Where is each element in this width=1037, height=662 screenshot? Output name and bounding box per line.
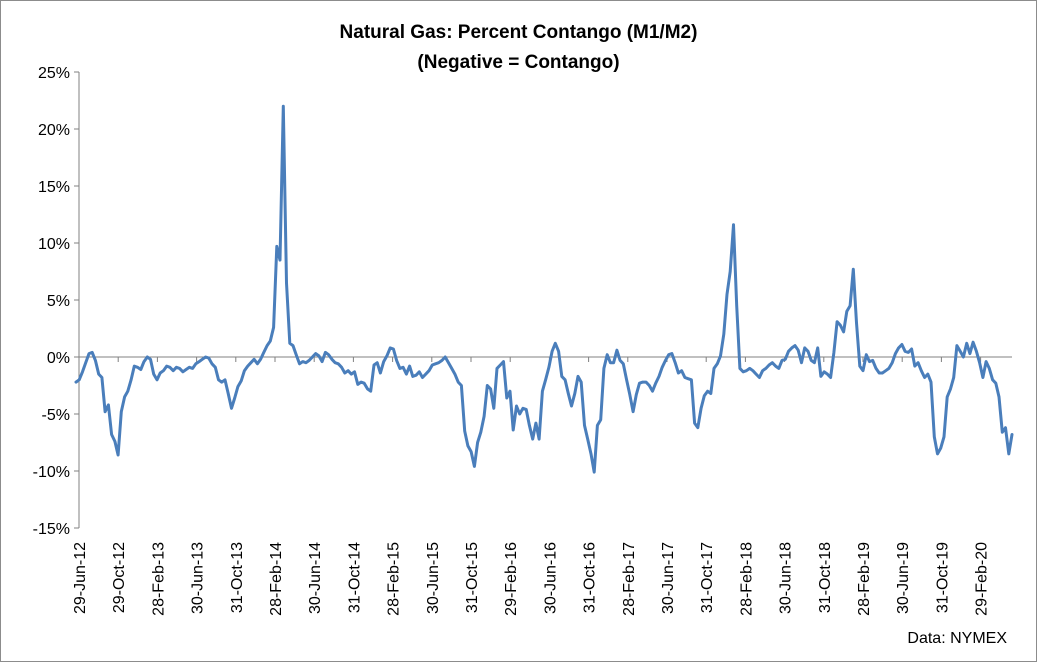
x-tick-label: 30-Jun-13 <box>190 542 207 614</box>
x-tick-label: 28-Feb-14 <box>268 542 285 616</box>
data-source-label: Data: NYMEX <box>907 630 1007 647</box>
x-tick-label: 31-Oct-18 <box>817 542 834 613</box>
y-tick-label: 10% <box>38 236 70 253</box>
x-tick-label: 30-Jun-15 <box>425 542 442 614</box>
series-line <box>74 104 1014 474</box>
x-tick-label: 28-Feb-17 <box>621 542 638 616</box>
x-tick-label: 29-Feb-16 <box>503 542 520 616</box>
y-tick-label: 20% <box>38 122 70 139</box>
x-tick-label: 31-Oct-17 <box>699 542 716 613</box>
y-tick-label: -15% <box>33 521 70 538</box>
x-tick-label: 30-Jun-16 <box>542 542 559 614</box>
x-tick-label: 30-Jun-18 <box>778 542 795 614</box>
y-tick-label: 25% <box>38 65 70 82</box>
x-tick-label: 31-Oct-16 <box>582 542 599 613</box>
y-tick-label: 15% <box>38 179 70 196</box>
x-tick-label: 29-Jun-12 <box>72 542 89 614</box>
x-tick-label: 28-Feb-19 <box>856 542 873 616</box>
x-tick-label: 31-Oct-15 <box>464 542 481 613</box>
x-tick-label: 29-Feb-20 <box>974 542 991 616</box>
x-tick-label: 30-Jun-19 <box>895 542 912 614</box>
y-tick-label: -5% <box>42 407 70 424</box>
x-tick-label: 31-Oct-13 <box>229 542 246 613</box>
x-tick-label: 28-Feb-15 <box>386 542 403 616</box>
chart-subtitle: (Negative = Contango) <box>417 52 620 73</box>
y-tick-label: 5% <box>47 293 70 310</box>
x-tick-label: 31-Oct-14 <box>346 542 363 613</box>
x-tick-label: 29-Oct-12 <box>111 542 128 613</box>
y-tick-label: -10% <box>33 464 70 481</box>
x-tick-label: 30-Jun-17 <box>660 542 677 614</box>
x-tick-label: 28-Feb-18 <box>738 542 755 616</box>
x-tick-label: 31-Oct-19 <box>934 542 951 613</box>
chart-title: Natural Gas: Percent Contango (M1/M2) <box>339 22 698 43</box>
y-tick-label: 0% <box>47 350 70 367</box>
x-tick-label: 30-Jun-14 <box>307 542 324 614</box>
x-tick-label: 28-Feb-13 <box>150 542 167 616</box>
